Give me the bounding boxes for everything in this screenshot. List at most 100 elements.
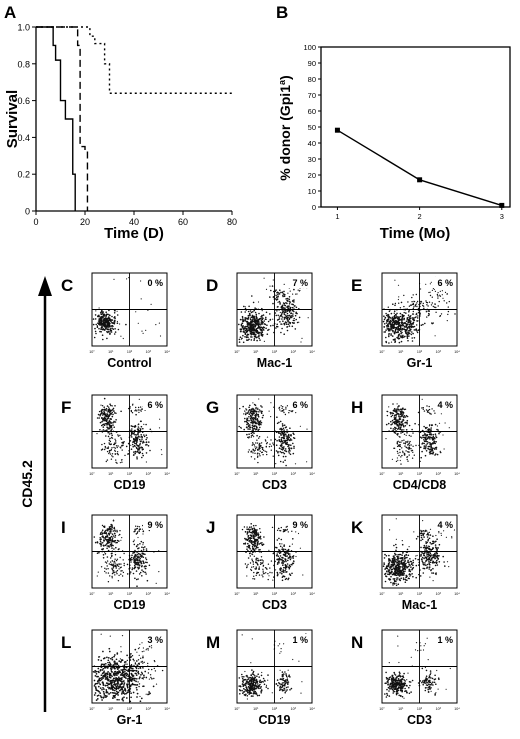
event-dot (110, 443, 113, 445)
event-dot (255, 561, 258, 564)
event-dot (403, 305, 405, 308)
event-dot (408, 335, 410, 337)
event-dot (422, 323, 424, 326)
event-dot (96, 541, 99, 543)
event-dot (143, 423, 145, 425)
event-dot (108, 650, 111, 653)
event-dot (93, 685, 96, 687)
event-dot (390, 420, 392, 423)
event-dot (105, 311, 107, 314)
marker-label: CD19 (114, 478, 146, 492)
event-dot (120, 437, 122, 439)
event-dot (295, 293, 297, 295)
event-dot (141, 442, 144, 444)
event-dot (431, 447, 434, 450)
event-dot (428, 408, 431, 411)
event-dot (396, 403, 398, 405)
event-dot (420, 536, 423, 539)
event-dot (247, 310, 250, 313)
event-dot (406, 415, 409, 418)
event-dot (288, 409, 290, 412)
event-dot (108, 533, 110, 535)
event-dot (98, 323, 101, 325)
event-dot (392, 403, 394, 405)
event-dot (277, 301, 279, 303)
event-dot (136, 559, 139, 561)
event-dot (250, 432, 253, 435)
event-dot (412, 575, 414, 578)
event-dot (407, 577, 410, 580)
event-dot (390, 427, 392, 430)
event-dot (239, 318, 242, 321)
event-dot (419, 575, 422, 577)
event-dot (285, 526, 287, 528)
event-dot (259, 559, 262, 561)
event-dot (276, 306, 279, 308)
event-dot (121, 459, 123, 461)
event-dot (383, 326, 386, 328)
event-dot (416, 331, 419, 334)
event-dot (101, 533, 103, 535)
event-dot (402, 578, 405, 581)
event-dot (427, 448, 430, 450)
event-dot (433, 448, 436, 450)
event-dot (258, 566, 260, 568)
event-dot (280, 305, 283, 308)
event-dot (144, 670, 147, 673)
event-dot (283, 435, 286, 437)
event-dot (255, 414, 257, 416)
event-dot (288, 557, 290, 559)
event-dot (428, 428, 430, 431)
marker-label: CD19 (114, 598, 146, 612)
event-dot (133, 543, 136, 546)
event-dot (415, 576, 418, 579)
event-dot (383, 563, 386, 566)
event-dot (134, 424, 137, 427)
event-dot (430, 413, 432, 415)
event-dot (435, 311, 437, 313)
event-dot (429, 450, 432, 453)
event-dot (246, 548, 248, 550)
event-dot (111, 666, 114, 669)
event-dot (404, 554, 406, 557)
event-dot (106, 534, 108, 536)
event-dot (250, 311, 253, 314)
event-dot (430, 557, 433, 560)
event-dot (243, 526, 246, 528)
event-dot (256, 439, 258, 441)
event-dot (436, 538, 438, 540)
x-tick-label: 10° (234, 592, 240, 596)
event-dot (435, 446, 438, 449)
event-dot (104, 530, 106, 533)
event-dot (144, 546, 146, 548)
event-dot (109, 328, 111, 331)
event-dot (97, 315, 99, 318)
event-dot (256, 339, 258, 342)
event-dot (95, 323, 97, 326)
event-dot (289, 306, 292, 309)
event-dot (265, 316, 267, 319)
event-dot (244, 420, 246, 423)
event-dot (388, 554, 390, 557)
event-dot (417, 320, 419, 322)
event-dot (293, 310, 295, 313)
event-dot (138, 398, 140, 400)
event-dot (417, 558, 420, 561)
event-dot (396, 312, 398, 315)
event-dot (138, 427, 140, 429)
quadrant-percent: 9 % (147, 520, 163, 530)
event-dot (248, 329, 251, 332)
event-dot (397, 284, 400, 286)
event-dot (155, 582, 157, 585)
event-dot (417, 424, 420, 426)
event-dot (406, 337, 409, 340)
event-dot (99, 533, 102, 535)
event-dot (288, 567, 291, 570)
event-dot (125, 697, 128, 699)
event-dot (268, 575, 270, 577)
event-dot (292, 319, 295, 322)
event-dot (400, 577, 403, 580)
event-dot (288, 452, 291, 454)
event-dot (275, 463, 277, 465)
event-dot (436, 428, 438, 431)
